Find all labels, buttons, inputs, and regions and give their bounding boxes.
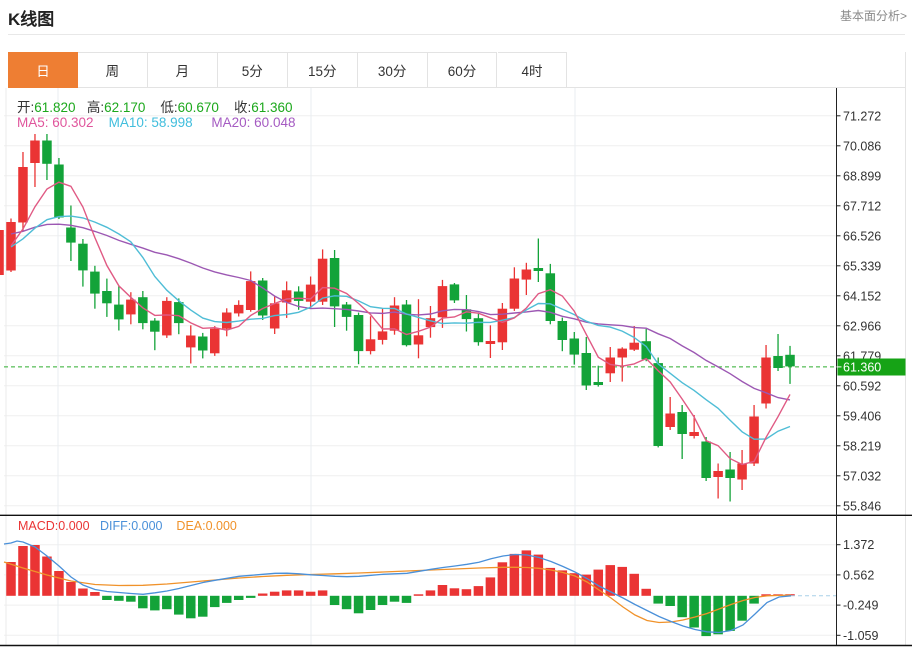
svg-text:57.032: 57.032 <box>843 469 881 483</box>
svg-text:71.272: 71.272 <box>843 109 881 123</box>
svg-text:66.526: 66.526 <box>843 229 881 243</box>
svg-text:68.899: 68.899 <box>843 169 881 183</box>
svg-text:70.086: 70.086 <box>843 139 881 153</box>
svg-text:0.562: 0.562 <box>843 568 874 582</box>
svg-text:60.592: 60.592 <box>843 379 881 393</box>
svg-text:64.152: 64.152 <box>843 289 881 303</box>
svg-text:1.372: 1.372 <box>843 538 874 552</box>
svg-text:-1.059: -1.059 <box>843 629 878 643</box>
svg-text:59.406: 59.406 <box>843 409 881 423</box>
svg-text:55.846: 55.846 <box>843 499 881 513</box>
svg-text:-0.249: -0.249 <box>843 599 878 613</box>
svg-text:62.966: 62.966 <box>843 319 881 333</box>
svg-text:65.339: 65.339 <box>843 259 881 273</box>
svg-text:67.712: 67.712 <box>843 199 881 213</box>
svg-text:58.219: 58.219 <box>843 439 881 453</box>
svg-text:61.360: 61.360 <box>843 361 881 375</box>
